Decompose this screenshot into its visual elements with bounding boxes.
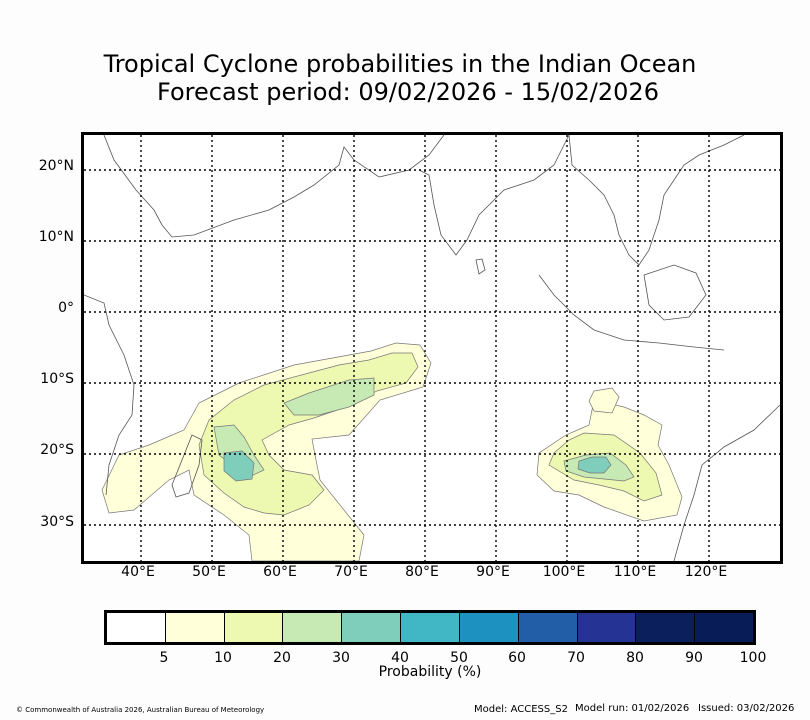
map-title-line2: Forecast period: 09/02/2026 - 15/02/2026	[157, 78, 659, 106]
colorbar-swatch	[283, 613, 343, 642]
contour-30pct-east	[577, 456, 612, 474]
lon-label-110e: 110°E	[613, 564, 657, 580]
lat-label-10n: 10°N	[38, 229, 74, 245]
lat-label-10s: 10°S	[40, 371, 74, 387]
colorbar-swatch	[459, 613, 519, 642]
colorbar-swatch	[224, 613, 284, 642]
coast-india	[418, 135, 570, 256]
lon-label-120e: 120°E	[684, 564, 728, 580]
lon-label-90e: 90°E	[476, 564, 510, 580]
colorbar-swatch	[342, 613, 402, 642]
probability-contours	[101, 342, 683, 561]
colorbar-tick: 70	[567, 650, 585, 666]
map-title-line1: Tropical Cyclone probabilities in the In…	[103, 50, 697, 78]
colorbar-swatch	[577, 613, 637, 642]
colorbar-swatch	[695, 613, 753, 642]
graticule	[84, 135, 780, 561]
model-name: Model: ACCESS_S2	[474, 704, 568, 715]
coast-borneo	[643, 264, 707, 321]
colorbar-swatch	[165, 613, 225, 642]
colorbar-tick: 100	[739, 650, 767, 666]
colorbar-swatch	[401, 613, 460, 642]
copyright-notice: © Commonwealth of Australia 2026, Austra…	[16, 706, 265, 714]
contour-30pct-west	[223, 450, 255, 482]
colorbar-tick: 80	[626, 650, 644, 666]
lon-label-60e: 60°E	[263, 564, 297, 580]
probability-map	[81, 132, 783, 564]
coast-africa-arabia	[103, 135, 445, 238]
lat-label-30s: 30°S	[40, 514, 74, 530]
lon-label-70e: 70°E	[334, 564, 368, 580]
colorbar-tick: 20	[273, 650, 291, 666]
lat-label-0: 0°	[58, 300, 74, 316]
colorbar-tick: 30	[332, 650, 350, 666]
map-canvas	[84, 135, 780, 561]
colorbar-tick: 40	[391, 650, 409, 666]
colorbar-swatch	[518, 613, 578, 642]
lon-label-100e: 100°E	[542, 564, 586, 580]
lat-label-20s: 20°S	[40, 442, 74, 458]
colorbar-tick: 5	[159, 650, 169, 666]
colorbar-tick: 60	[508, 650, 526, 666]
contour-5pct-small	[588, 387, 620, 414]
lon-label-40e: 40°E	[121, 564, 155, 580]
colorbar-tick: 10	[214, 650, 232, 666]
lon-label-50e: 50°E	[192, 564, 226, 580]
colorbar	[104, 610, 756, 645]
coast-se-asia	[568, 135, 745, 266]
lon-label-80e: 80°E	[405, 564, 439, 580]
issued-date: Issued: 03/02/2026	[698, 703, 795, 714]
coast-australia	[673, 404, 780, 561]
coast-sumatra-java	[538, 274, 725, 351]
lat-label-20n: 20°N	[38, 158, 74, 174]
model-run-date: Model run: 01/02/2026	[575, 703, 690, 714]
colorbar-tick: 50	[450, 650, 468, 666]
coast-sri-lanka	[475, 258, 486, 275]
colorbar-tick: 90	[685, 650, 703, 666]
colorbar-label: Probability (%)	[378, 664, 482, 680]
colorbar-swatch	[107, 613, 166, 642]
coast-east-africa	[84, 294, 135, 496]
coast-madagascar	[171, 434, 203, 498]
colorbar-swatch	[636, 613, 696, 642]
